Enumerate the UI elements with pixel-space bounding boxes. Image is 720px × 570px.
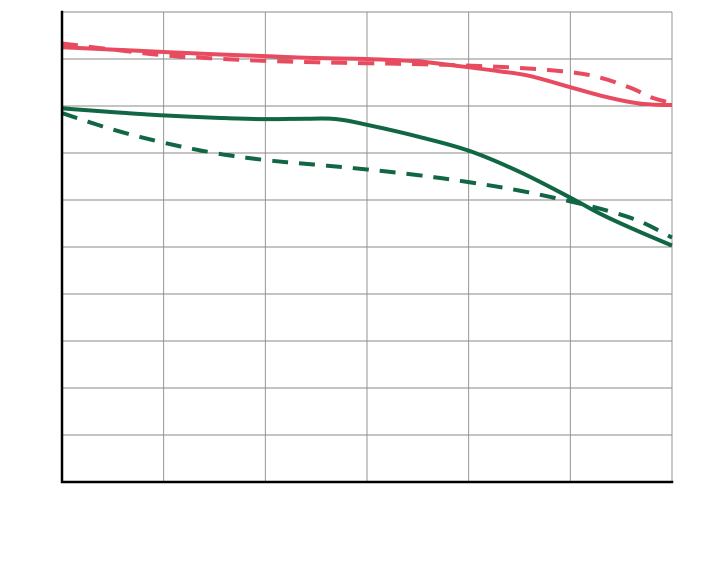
line-chart <box>0 0 720 570</box>
chart-background <box>0 0 720 570</box>
